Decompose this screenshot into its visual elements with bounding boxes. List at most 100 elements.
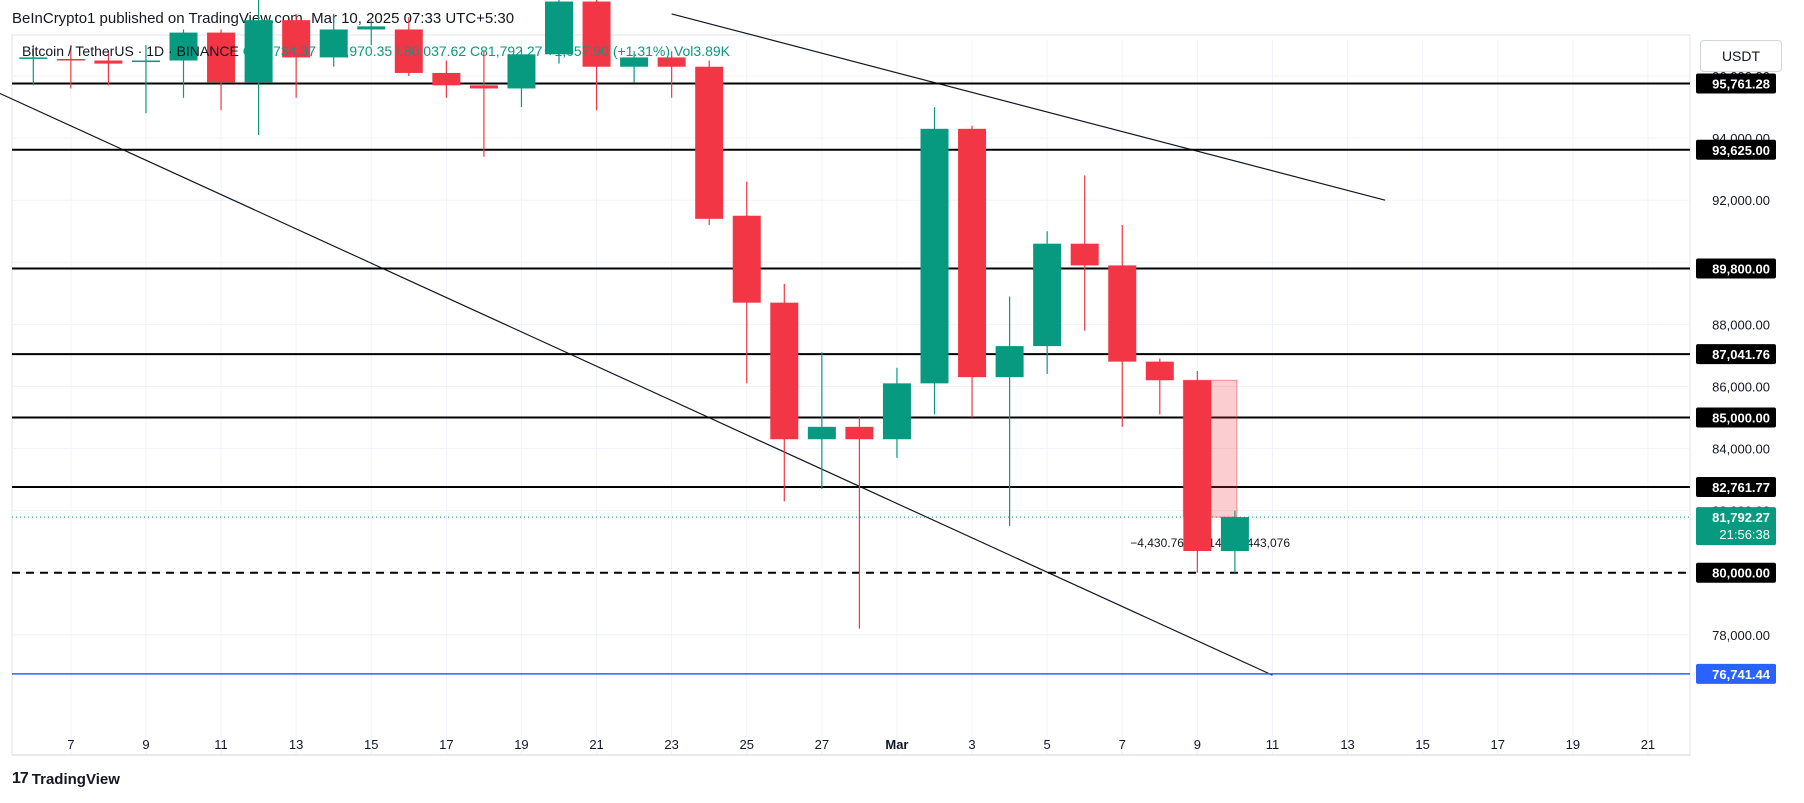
candle xyxy=(807,352,836,489)
candle xyxy=(1183,370,1212,573)
candle-body xyxy=(207,32,236,83)
level-price-tag xyxy=(1696,344,1776,365)
candle xyxy=(131,45,160,114)
candle-body xyxy=(882,383,911,440)
time-tick-label: 21 xyxy=(1641,737,1655,752)
candle-body xyxy=(958,128,987,378)
grid xyxy=(11,34,1691,756)
candle-body xyxy=(19,57,48,59)
candle-body xyxy=(770,302,799,440)
countdown-text: 21:56:38 xyxy=(1719,527,1770,542)
ohlc-values: O80,734.37 H81,970.35 L80,037.62 C81,792… xyxy=(243,43,731,59)
horizontal-levels xyxy=(12,82,1690,675)
candle xyxy=(432,60,461,98)
candle xyxy=(282,13,311,98)
candle xyxy=(169,29,198,98)
current-price-tag xyxy=(1696,507,1776,546)
candle-body xyxy=(657,57,686,67)
candle-body xyxy=(582,1,611,67)
candle-body xyxy=(282,20,311,58)
price-tick-label: 84,000.00 xyxy=(1712,442,1770,457)
level-price-tag xyxy=(1696,562,1776,583)
candle xyxy=(1145,358,1174,415)
time-tick-label: 5 xyxy=(1044,737,1051,752)
time-tick-label: 17 xyxy=(439,737,453,752)
price-tick-label: 92,000.00 xyxy=(1712,193,1770,208)
candle-body xyxy=(920,128,949,384)
candle xyxy=(695,60,724,226)
chart-frame xyxy=(11,34,1691,756)
level-price-text: 85,000.00 xyxy=(1712,411,1770,426)
candle xyxy=(19,45,48,86)
time-tick-label: 17 xyxy=(1491,737,1505,752)
candle xyxy=(1108,225,1137,427)
candle xyxy=(1033,231,1062,375)
candle-body xyxy=(620,57,649,67)
candle xyxy=(207,29,236,111)
candle-body xyxy=(357,26,386,30)
candle xyxy=(620,51,649,83)
time-tick-label: 11 xyxy=(214,737,228,752)
candle-body xyxy=(319,29,348,58)
tradingview-icon: 17 xyxy=(12,770,29,787)
time-tick-label: Mar xyxy=(885,737,908,752)
candle xyxy=(394,17,423,77)
time-tick-label: 3 xyxy=(968,737,975,752)
price-labels: 95,761.28 93,625.00 89,800.00 87,041.76 85,0… xyxy=(1696,73,1776,684)
candle-body xyxy=(807,426,836,440)
candle-body xyxy=(695,66,724,219)
trendlines xyxy=(0,13,1386,676)
price-tick-label: 88,000.00 xyxy=(1712,317,1770,332)
candle xyxy=(882,367,911,458)
level-price-tag xyxy=(1696,258,1776,279)
price-tick-label: 86,000.00 xyxy=(1712,379,1770,394)
candle-body xyxy=(131,60,160,63)
level-price-text: 82,761.77 xyxy=(1712,480,1770,495)
candle-body xyxy=(244,20,273,83)
candle xyxy=(958,125,987,418)
candle-body xyxy=(1108,265,1137,362)
level-price-text: 80,000.00 xyxy=(1712,566,1770,581)
candle xyxy=(56,45,85,89)
level-price-tag xyxy=(1696,407,1776,428)
candle xyxy=(920,107,949,415)
symbol-legend: Bitcoin / TetherUS · 1D · BINANCE O80,73… xyxy=(22,43,731,59)
candle xyxy=(1220,510,1249,573)
candle-body xyxy=(995,346,1024,378)
time-tick-label: 13 xyxy=(1340,737,1354,752)
candle-body xyxy=(545,1,573,55)
level-price-text: 95,761.28 xyxy=(1712,76,1770,91)
time-axis: 7 9 11 13 15 17 19 21 23 25 27 Mar 3 5 7 9 11 13 15 17 19 21 xyxy=(67,737,1655,752)
time-tick-label: 13 xyxy=(289,737,303,752)
candle xyxy=(845,417,874,629)
candle xyxy=(1070,175,1099,331)
candle xyxy=(770,284,799,502)
current-price-text: 81,792.27 xyxy=(1712,510,1770,525)
level-price-text: 87,041.76 xyxy=(1712,347,1770,362)
candle-body xyxy=(56,58,85,61)
time-tick-label: 7 xyxy=(1119,737,1126,752)
time-tick-label: 11 xyxy=(1266,737,1280,752)
time-tick-label: 15 xyxy=(1415,737,1429,752)
time-tick-label: 15 xyxy=(364,737,378,752)
level-price-text: 76,741.44 xyxy=(1712,667,1771,682)
candle xyxy=(507,48,536,108)
candle xyxy=(995,296,1024,527)
level-price-text: 89,800.00 xyxy=(1712,262,1770,277)
tradingview-logo[interactable]: 17 TradingView xyxy=(12,770,120,788)
candle-body xyxy=(507,54,536,89)
price-tick-label: 78,000.00 xyxy=(1712,628,1770,643)
candle xyxy=(582,0,611,111)
publisher-line: BeInCrypto1 published on TradingView.com… xyxy=(12,10,515,27)
candle xyxy=(545,0,573,64)
candle-body xyxy=(394,29,423,73)
currency-button[interactable]: USDT xyxy=(1700,40,1782,72)
candle xyxy=(244,0,273,136)
candles xyxy=(19,0,1249,629)
candle-body xyxy=(94,60,123,64)
symbol-name: Bitcoin / TetherUS · 1D · BINANCE xyxy=(22,43,243,59)
level-price-tag xyxy=(1696,73,1776,94)
time-tick-label: 19 xyxy=(514,737,528,752)
candle xyxy=(319,13,348,67)
